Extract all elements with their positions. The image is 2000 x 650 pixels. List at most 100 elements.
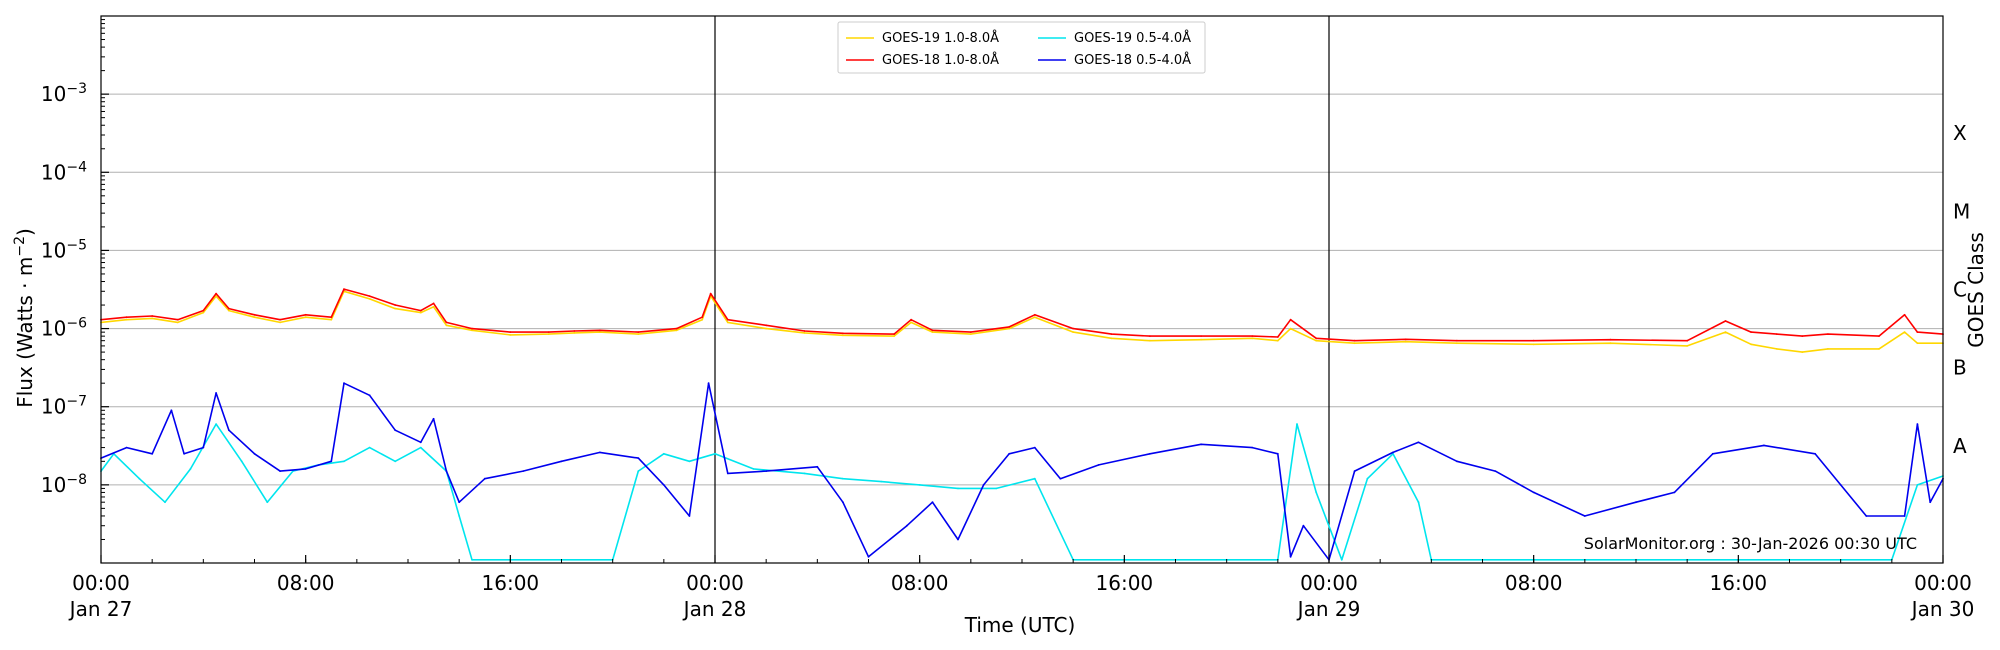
series-point-0 — [701, 318, 704, 321]
series-point-1 — [1801, 335, 1804, 337]
series-point-3 — [688, 515, 691, 517]
series-point-1 — [1903, 313, 1906, 316]
series-point-0 — [1532, 343, 1535, 346]
series-point-3 — [842, 501, 844, 504]
series-point-0 — [599, 331, 601, 333]
series-point-2 — [164, 501, 166, 504]
series-point-3 — [765, 470, 768, 472]
y-axis-title: Flux (Watts · m−2) — [12, 228, 37, 408]
series-line-2 — [100, 423, 1944, 561]
x-tick-label: 16:00 — [482, 571, 540, 595]
series-point-2 — [918, 484, 921, 486]
series-point-1 — [931, 329, 934, 332]
series-point-1 — [803, 330, 806, 332]
series-point-3 — [1711, 452, 1714, 455]
series-point-1 — [1686, 339, 1689, 342]
series-point-1 — [1609, 338, 1612, 341]
series-point-3 — [253, 452, 256, 455]
legend-label-2: GOES-19 0.5-4.0Å — [1074, 30, 1191, 46]
series-point-0 — [215, 295, 218, 297]
series-point-3 — [906, 524, 908, 527]
series-point-2 — [880, 480, 883, 483]
series-point-3 — [1008, 452, 1011, 455]
y-tick-base: 10 — [41, 238, 66, 262]
series-point-1 — [394, 304, 397, 306]
y-tick-exp: −4 — [66, 159, 87, 175]
series-point-3 — [483, 477, 486, 480]
series-point-3 — [1839, 484, 1842, 486]
series-point-2 — [714, 452, 716, 455]
series-point-3 — [1865, 515, 1868, 517]
series-point-3 — [368, 394, 371, 397]
x-tick-label: 16:00 — [1096, 571, 1154, 595]
series-point-0 — [726, 321, 729, 324]
series-point-0 — [1353, 342, 1356, 345]
y-tick-base: 10 — [41, 82, 66, 106]
y-tick-base: 10 — [41, 317, 66, 341]
series-point-1 — [765, 324, 768, 327]
series-point-0 — [330, 318, 333, 321]
series-point-2 — [637, 470, 640, 472]
series-point-3 — [458, 501, 461, 504]
x-tick-label: 16:00 — [1710, 571, 1768, 595]
series-point-2 — [1315, 491, 1318, 494]
series-point-2 — [688, 460, 691, 463]
series-point-0 — [1149, 339, 1151, 342]
series-point-0 — [1276, 339, 1279, 342]
series-point-0 — [765, 327, 768, 330]
series-point-1 — [1033, 313, 1036, 316]
x-tick-label: 00:00 — [1914, 571, 1972, 595]
y-tick-label: 10−7 — [41, 394, 87, 419]
series-point-1 — [1276, 336, 1279, 338]
series-point-0 — [893, 335, 895, 337]
series-point-3 — [151, 452, 154, 455]
series-point-3 — [1494, 470, 1497, 472]
series-point-0 — [1903, 331, 1906, 333]
series-point-1 — [202, 309, 205, 312]
series-point-1 — [675, 327, 678, 330]
series-point-1 — [573, 330, 576, 332]
series-point-1 — [1827, 333, 1829, 335]
y-tick-base: 10 — [41, 395, 66, 419]
series-point-3 — [637, 457, 640, 459]
series-point-3 — [1392, 451, 1394, 454]
legend-label-3: GOES-18 0.5-4.0Å — [1074, 52, 1191, 68]
series-point-3 — [1417, 441, 1420, 444]
series-point-3 — [202, 446, 205, 449]
y-axis: 10−810−710−610−510−410−3 — [41, 19, 109, 540]
series-point-1 — [599, 329, 601, 332]
y-tick-exp: −6 — [66, 316, 87, 332]
series-point-2 — [1340, 558, 1343, 561]
series-point-3 — [1289, 555, 1292, 558]
source-annotation: SolarMonitor.org : 30-Jan-2026 00:30 UTC — [1584, 534, 1917, 553]
series-point-1 — [1315, 337, 1318, 340]
series-point-1 — [969, 331, 972, 333]
x-tick-label: 00:00 — [686, 571, 744, 595]
series-point-2 — [1916, 484, 1919, 486]
series-point-2 — [189, 468, 192, 470]
series-point-1 — [215, 292, 218, 295]
series-point-3 — [816, 465, 819, 468]
series-point-1 — [842, 332, 844, 335]
series-point-0 — [1878, 348, 1880, 350]
series-point-3 — [343, 382, 345, 385]
series-point-1 — [125, 316, 128, 319]
series-point-0 — [432, 305, 435, 308]
series-point-0 — [1200, 338, 1202, 341]
series-point-1 — [1724, 320, 1727, 322]
series-point-0 — [1289, 327, 1292, 330]
series-point-0 — [1916, 342, 1919, 345]
series-point-2 — [343, 460, 345, 463]
series-point-0 — [419, 311, 422, 314]
y-tick-base: 10 — [41, 160, 66, 184]
series-point-3 — [330, 460, 333, 463]
x-tick-label: 08:00 — [891, 571, 949, 595]
series-point-1 — [1750, 331, 1752, 333]
series-point-3 — [1200, 443, 1202, 446]
series-point-1 — [1200, 335, 1202, 337]
series-point-3 — [419, 441, 422, 444]
series-point-2 — [471, 558, 473, 561]
y-tick-base: 10 — [41, 473, 66, 497]
series-point-2 — [1366, 477, 1369, 480]
series-point-1 — [637, 331, 640, 333]
